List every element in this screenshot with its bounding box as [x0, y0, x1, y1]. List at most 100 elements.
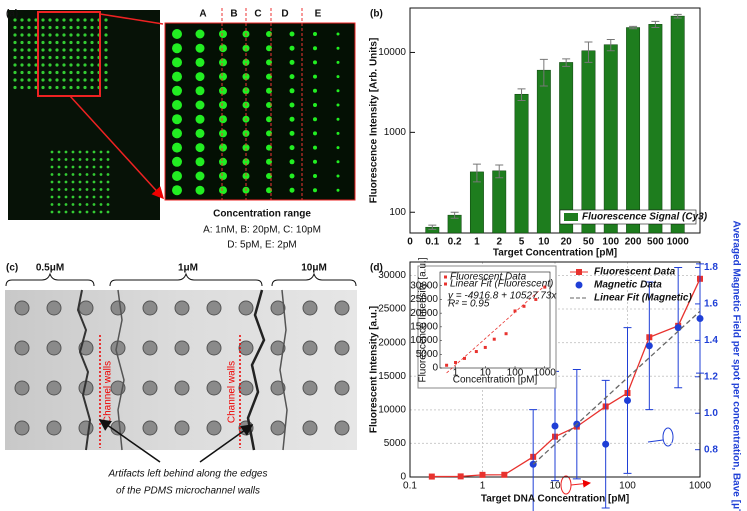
column-label: E	[315, 9, 322, 20]
spot	[48, 33, 52, 37]
spot	[64, 210, 68, 214]
spot	[76, 48, 80, 52]
legend-label: Linear Fit (Magnetic)	[594, 293, 692, 304]
spot	[99, 158, 103, 161]
y-tick-label: 20000	[378, 337, 406, 348]
error-bar	[450, 211, 459, 219]
spot	[172, 71, 182, 82]
spot	[69, 40, 73, 45]
series-pointer	[662, 427, 674, 447]
legend-label: Fluorescent Data	[450, 272, 527, 283]
y-tick-label: 0	[432, 363, 438, 374]
y-tick-label: 25000	[378, 304, 406, 315]
spot	[69, 78, 73, 82]
spot	[289, 187, 295, 193]
error-bar	[517, 88, 526, 102]
spot	[13, 48, 17, 52]
spot	[106, 210, 110, 214]
spot	[172, 185, 182, 196]
spot	[104, 40, 108, 45]
legend-label: Fluorescence Signal (Cy3)	[582, 212, 708, 223]
bar	[536, 69, 551, 234]
spot	[41, 25, 45, 30]
spot	[92, 158, 96, 161]
error-bar	[606, 39, 615, 52]
spot	[50, 195, 54, 199]
spot	[78, 300, 94, 316]
spot	[13, 70, 17, 75]
y2-tick-label: 1.0	[704, 408, 718, 419]
x-tick-label: 10	[549, 481, 561, 492]
spot	[99, 188, 103, 191]
spot	[206, 420, 222, 436]
x-tick-label: 1	[453, 368, 459, 379]
spot	[69, 48, 73, 52]
spot	[57, 180, 61, 184]
spot	[46, 420, 62, 436]
spot	[172, 43, 182, 54]
spot	[76, 63, 80, 67]
spot	[20, 55, 24, 60]
x-tick-label: 20	[561, 237, 573, 248]
spot	[172, 128, 182, 139]
marker	[483, 345, 487, 349]
r-squared: R² = 0.95	[448, 299, 490, 310]
spot	[336, 160, 340, 164]
y-tick-label: 25000	[410, 294, 438, 305]
x-tick-label: 200	[625, 237, 642, 248]
spot	[83, 85, 87, 90]
spot	[78, 210, 82, 214]
spot	[48, 70, 52, 75]
spot	[62, 63, 66, 67]
spot	[195, 114, 205, 124]
y-tick-label: 5000	[384, 438, 407, 449]
column-label: A	[199, 9, 206, 20]
x-tick-label: 1	[480, 481, 486, 492]
y-tick-label: 10000	[378, 47, 406, 58]
caption-title: Concentration range	[213, 209, 311, 220]
wall-label: Channel walls	[103, 361, 114, 423]
spot	[83, 33, 87, 37]
plot-frame	[439, 271, 551, 369]
x-tick-label: 0	[407, 237, 413, 248]
spot	[27, 55, 31, 60]
spot	[85, 188, 89, 191]
spot	[57, 203, 61, 206]
spot	[27, 40, 31, 45]
spot	[195, 72, 205, 82]
bar	[626, 27, 641, 234]
spot	[289, 59, 295, 65]
spot	[71, 173, 75, 176]
x-axis-label: Target DNA Concentration [pM]	[481, 494, 629, 505]
error-bar	[472, 163, 481, 183]
spot	[104, 48, 108, 52]
spot	[20, 63, 24, 67]
spot	[71, 165, 75, 169]
spot	[69, 70, 73, 75]
spot	[219, 157, 227, 166]
spot	[69, 18, 73, 22]
spot	[336, 32, 340, 36]
spot	[85, 195, 89, 199]
caption-line: D: 5pM, E: 2pM	[227, 240, 296, 251]
spot	[90, 48, 94, 52]
spot	[219, 143, 227, 152]
note-arrow	[98, 419, 161, 463]
spot	[172, 142, 182, 153]
spot	[85, 203, 89, 206]
x-tick-label: 10	[480, 368, 492, 379]
spot	[41, 40, 45, 45]
spot	[195, 171, 205, 181]
spot	[334, 340, 350, 356]
spot	[83, 18, 87, 22]
y2-axis-label: Averaged Magnetic Field per spot per con…	[730, 220, 741, 511]
error-bar	[428, 224, 437, 230]
spot	[195, 185, 205, 195]
spot	[110, 300, 126, 316]
spot	[34, 63, 38, 67]
marker	[428, 473, 435, 480]
legend-box	[559, 209, 697, 225]
spot	[34, 40, 38, 45]
spot	[20, 18, 24, 22]
